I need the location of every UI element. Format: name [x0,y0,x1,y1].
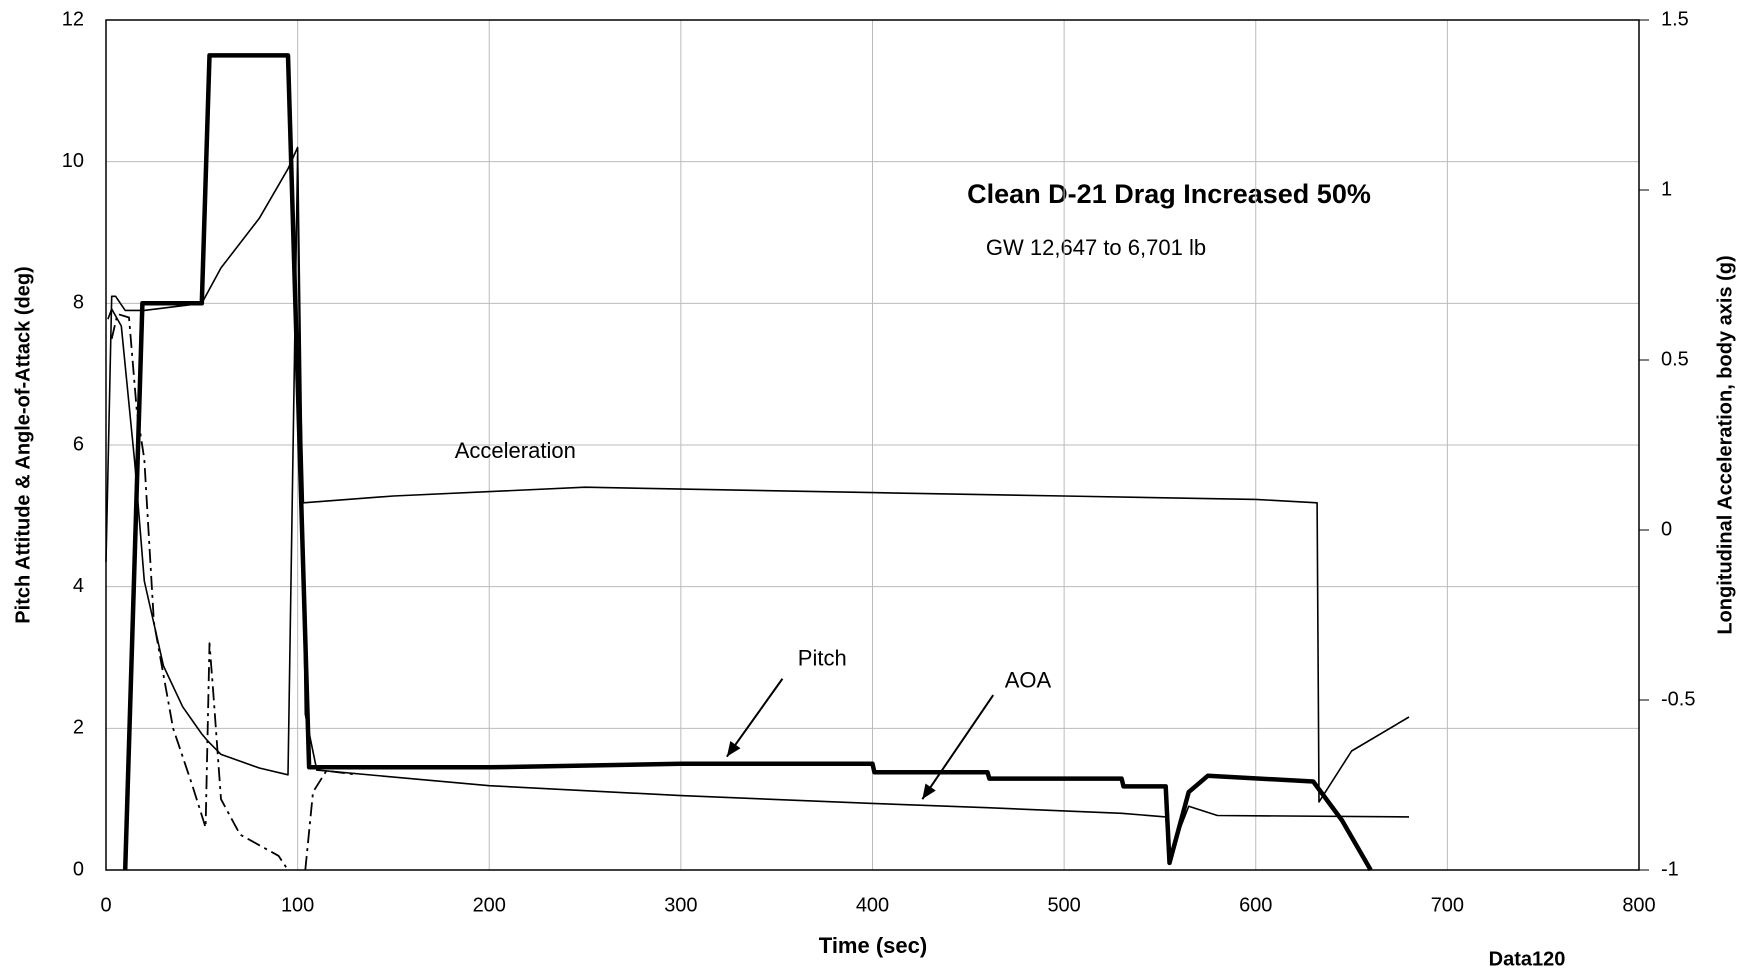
x-tick-label: 800 [1622,894,1655,916]
y2-axis-label: Longitudinal Acceleration, body axis (g) [1714,255,1736,634]
series-line [105,146,1410,857]
x-tick-label: 600 [1239,894,1272,916]
arrow-line [726,678,784,758]
x-tick-label: 200 [473,894,506,916]
arrow-head [922,783,936,800]
arrow-head [726,741,741,757]
y2-tick-label: 1 [1661,178,1672,200]
series-line [110,313,356,871]
y2-tick-label: 1.5 [1661,8,1689,30]
y-tick-label: 12 [62,8,84,30]
series-line [122,53,1373,872]
plot-frame [105,19,1640,871]
series-line [107,155,1410,803]
y-tick-label: 6 [73,433,84,455]
y-axis-label: Pitch Attitude & Angle-of-Attack (deg) [12,266,34,623]
x-axis-label: Time (sec) [819,933,927,958]
series-label: AOA [1005,667,1052,692]
y-tick-label: 2 [73,717,84,739]
series-label: Pitch [798,645,847,670]
y2-tick-label: -1 [1661,858,1679,880]
y-tick-label: 8 [73,292,84,314]
x-tick-label: 100 [281,894,314,916]
chart-title: Clean D-21 Drag Increased 50% [967,179,1371,209]
y-tick-label: 4 [73,575,84,597]
y2-tick-label: 0.5 [1661,348,1689,370]
y-tick-label: 10 [62,150,84,172]
x-tick-label: 500 [1047,894,1080,916]
x-tick-label: 300 [664,894,697,916]
y2-tick-label: -0.5 [1661,688,1695,710]
note: Data120 [1489,948,1566,970]
y-tick-label: 0 [73,858,84,880]
x-tick-label: 400 [856,894,889,916]
y2-tick-label: 0 [1661,518,1672,540]
series-label: Acceleration [455,438,576,463]
x-tick-label: 700 [1431,894,1464,916]
chart-subtitle: GW 12,647 to 6,701 lb [986,235,1206,260]
x-tick-label: 0 [100,894,111,916]
arrow-line [921,694,995,800]
